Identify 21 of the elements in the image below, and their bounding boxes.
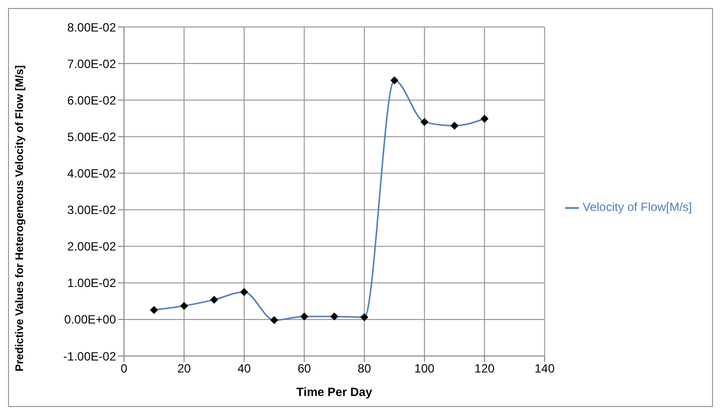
x-tick-label: 100 xyxy=(414,362,435,376)
x-tick-label: 120 xyxy=(474,362,495,376)
y-axis-title: Predictive Values for Heterogeneous Velocity of Flow [M/s] xyxy=(14,64,26,372)
x-tick-label: 20 xyxy=(177,362,192,376)
y-tick-label: 5.00E-02 xyxy=(67,130,116,144)
x-tick-label: 40 xyxy=(238,362,252,376)
x-tick-label: 0 xyxy=(120,362,128,376)
x-axis-title: Time Per Day xyxy=(296,385,373,399)
x-tick-label: 60 xyxy=(298,362,312,376)
y-tick-label: 1.00E-02 xyxy=(67,276,116,290)
y-tick-label: 2.00E-02 xyxy=(67,240,116,254)
y-tick-label: 8.00E-02 xyxy=(67,20,116,34)
x-tick-label: 80 xyxy=(358,362,372,376)
y-tick-label: 6.00E-02 xyxy=(67,93,116,108)
y-tick-label: -1.00E-02 xyxy=(63,349,116,364)
y-tick-label: 4.00E-02 xyxy=(67,166,116,180)
y-tick-label: 0.00E+00 xyxy=(64,312,116,327)
y-tick-label: 3.00E-02 xyxy=(67,203,116,218)
x-tick-label: 140 xyxy=(534,362,555,376)
y-tick-label: 7.00E-02 xyxy=(67,56,116,71)
legend-label: Velocity of Flow[M/s] xyxy=(582,200,692,214)
